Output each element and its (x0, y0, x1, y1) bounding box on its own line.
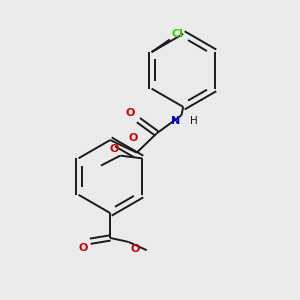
Text: Cl: Cl (172, 29, 183, 39)
Text: O: O (126, 109, 135, 118)
Text: H: H (190, 116, 198, 126)
Text: O: O (130, 244, 140, 254)
Text: N: N (171, 116, 180, 126)
Text: O: O (109, 144, 119, 154)
Text: O: O (78, 243, 88, 253)
Text: O: O (128, 133, 138, 143)
